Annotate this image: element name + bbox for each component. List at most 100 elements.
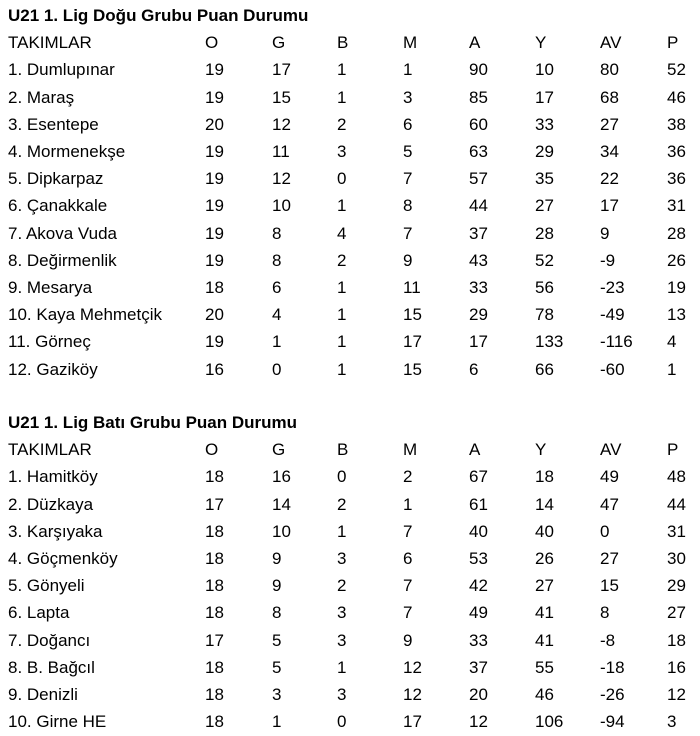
stat-cell: 31 [667,196,686,216]
stat-cell: 0 [337,169,347,189]
stat-cell: 17 [205,494,224,514]
stat-cell: 40 [535,521,554,541]
stat-cell: 37 [469,657,488,677]
team-name: 7. Akova Vuda [8,223,118,243]
stat-cell: 1 [337,60,347,80]
stat-cell: 2 [337,494,347,514]
stat-cell: 6 [403,114,413,134]
team-name: 1. Hamitköy [8,467,98,487]
stat-cell: 5 [272,657,282,677]
column-header: O [205,33,219,53]
table-row: 1. Hamitköy 18 16 0 2 67 18 49 48 [0,463,700,490]
table-row: 4. Mormenekşe 19 11 3 5 63 29 34 36 [0,138,700,165]
header-row: TAKIMLAR O G B M A Y AV P [0,436,700,463]
team-name: 6. Lapta [8,603,70,623]
team-name: 2. Düzkaya [8,494,94,514]
stat-cell: 12 [667,685,686,704]
column-header: Y [535,33,547,53]
stat-cell: 42 [469,576,488,596]
stat-cell: 8 [403,196,413,216]
stat-cell: 2 [337,114,347,134]
stat-cell: -23 [600,278,625,297]
team-name: 5. Dipkarpaz [8,169,104,189]
stat-cell: 90 [469,60,488,80]
table-row: 2. Düzkaya 17 14 2 1 61 14 47 44 [0,491,700,518]
stat-cell: 20 [205,305,224,325]
table-row: 7. Doğancı 17 5 3 9 33 41 -8 18 [0,627,700,654]
stat-cell: 1 [667,359,677,379]
column-header: G [272,440,286,460]
stat-cell: 13 [667,305,686,325]
stat-cell: 27 [667,603,686,623]
table-row: 5. Dipkarpaz 19 12 0 7 57 35 22 36 [0,165,700,192]
team-name: 7. Doğancı [8,630,91,650]
team-name: 9. Denizli [8,685,78,704]
stat-cell: 44 [469,196,488,216]
stat-cell: 6 [403,549,413,568]
team-name: 6. Çanakkale [8,196,108,216]
stat-cell: 37 [469,223,488,243]
stat-cell: 1 [337,305,347,325]
stat-cell: 19 [205,142,224,161]
stat-cell: 33 [535,114,554,134]
stat-cell: 5 [272,630,282,650]
stat-cell: 17 [535,87,554,107]
team-name: 9. Mesarya [8,278,93,297]
stat-cell: -49 [600,305,625,325]
column-header: B [337,33,349,53]
stat-cell: 57 [469,169,488,189]
stat-cell: 6 [469,359,479,379]
stat-cell: -8 [600,630,616,650]
table-row: 8. Değirmenlik 19 8 2 9 43 52 -9 26 [0,247,700,274]
stat-cell: 20 [205,114,224,134]
stat-cell: 1 [272,712,282,732]
stat-cell: 1 [337,657,347,677]
stat-cell: 53 [469,549,488,568]
stat-cell: 28 [535,223,554,243]
stat-cell: 2 [337,576,347,596]
column-header: Y [535,440,547,460]
stat-cell: 3 [337,549,347,568]
stat-cell: 55 [535,657,554,677]
stat-cell: 3 [337,685,347,704]
stat-cell: 9 [600,223,610,243]
stat-cell: 18 [205,712,224,732]
stat-cell: 36 [667,169,686,189]
stat-cell: 68 [600,87,619,107]
table-row: 11. Görneç 19 1 1 17 17 133 -116 4 [0,328,700,355]
stat-cell: 1 [403,494,413,514]
stat-cell: 46 [667,87,686,107]
stat-cell: 1 [337,332,347,352]
stat-cell: 9 [403,250,413,270]
table-row: 4. Göçmenköy 18 9 3 6 53 26 27 30 [0,545,700,572]
stat-cell: 49 [600,467,619,487]
column-header: B [337,440,349,460]
stat-cell: 17 [403,332,422,352]
column-header: A [469,33,481,53]
table-row: 3. Esentepe 20 12 2 6 60 33 27 38 [0,111,700,138]
stat-cell: -18 [600,657,625,677]
team-name: 12. Gaziköy [8,359,98,379]
stat-cell: 43 [469,250,488,270]
stat-cell: 18 [205,521,224,541]
table-row: 6. Lapta 18 8 3 7 49 41 8 27 [0,599,700,626]
table-title: U21 1. Lig Doğu Grubu Puan Durumu [8,6,309,25]
stat-cell: 29 [469,305,488,325]
stat-cell: 4 [337,223,347,243]
stat-cell: 27 [600,549,619,568]
stat-cell: 27 [600,114,619,134]
stat-cell: 10 [535,60,554,80]
column-header: AV [600,440,622,460]
stat-cell: 15 [600,576,619,596]
stat-cell: 19 [205,169,224,189]
stat-cell: 26 [667,250,686,270]
column-header: P [667,440,679,460]
stat-cell: 41 [535,603,554,623]
stat-cell: 7 [403,576,413,596]
stat-cell: 27 [535,576,554,596]
stat-cell: 30 [667,549,686,568]
table-row: 5. Gönyeli 18 9 2 7 42 27 15 29 [0,572,700,599]
stat-cell: 9 [403,630,413,650]
stat-cell: 1 [337,359,347,379]
stat-cell: 35 [535,169,554,189]
